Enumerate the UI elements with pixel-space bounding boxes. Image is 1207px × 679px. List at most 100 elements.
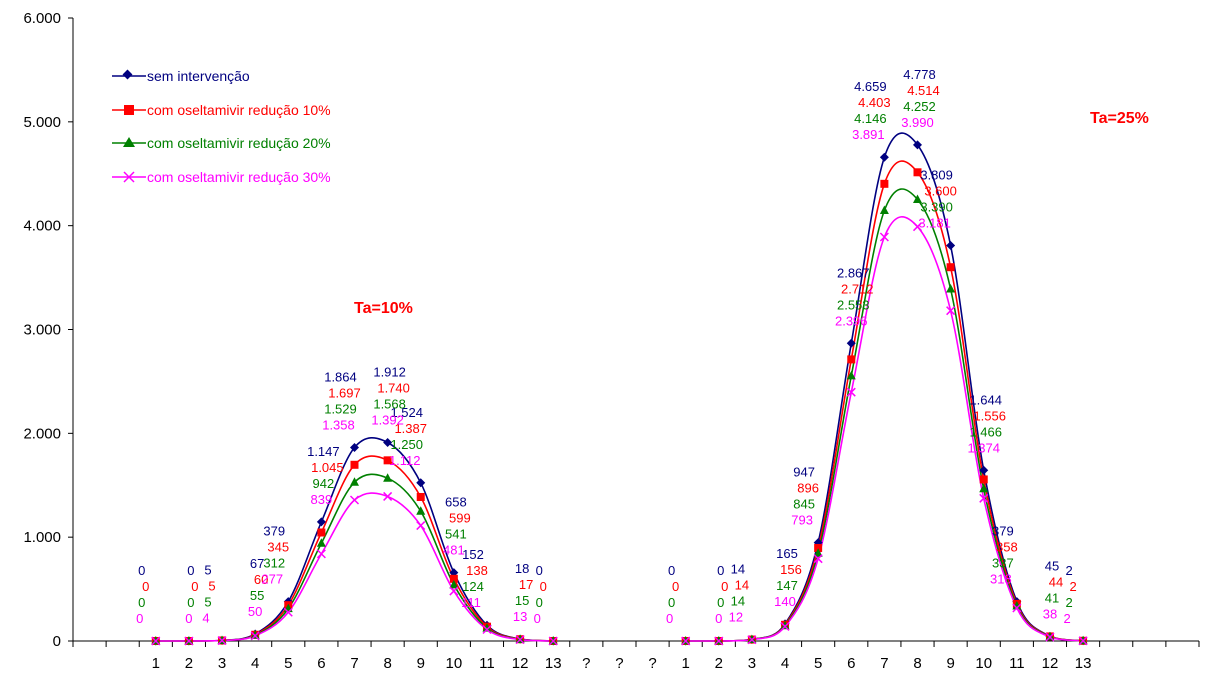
data-label: 60 [254, 572, 268, 587]
data-label: 4.514 [907, 83, 940, 98]
data-label: 147 [776, 578, 798, 593]
data-point [979, 493, 989, 503]
data-label: 5 [204, 594, 211, 609]
data-point [912, 222, 923, 232]
data-label: 2 [1065, 563, 1072, 578]
data-label: 5 [204, 562, 211, 577]
data-point [383, 437, 393, 447]
data-label: 2 [1063, 611, 1070, 626]
data-label: 481 [443, 543, 465, 558]
data-point [184, 636, 194, 646]
data-label: 4.778 [903, 67, 936, 82]
data-label: 4.659 [854, 79, 887, 94]
data-label: 152 [462, 547, 484, 562]
data-label: 337 [992, 556, 1014, 571]
x-tick-label: 6 [847, 655, 855, 672]
data-label: 3.809 [920, 167, 953, 182]
data-point [847, 355, 856, 364]
data-label: 1.250 [390, 437, 423, 452]
data-label: 138 [466, 563, 488, 578]
legend-label: sem intervenção [147, 68, 250, 84]
data-label: 2.396 [835, 313, 868, 328]
legend: sem intervenção com oseltamivir redução … [112, 68, 331, 185]
data-label: 50 [248, 604, 262, 619]
data-label: 38 [1043, 606, 1057, 621]
x-tick-label: 3 [218, 655, 226, 672]
data-label: 0 [187, 595, 194, 610]
data-point [317, 528, 326, 537]
data-point [813, 554, 823, 564]
data-point [250, 630, 260, 639]
legend-label: com oseltamivir redução 10% [147, 102, 331, 118]
x-tick-label: 1 [682, 655, 690, 672]
data-point [383, 456, 392, 465]
data-point [482, 624, 492, 635]
data-label: 277 [261, 572, 283, 587]
x-tick-label: 5 [284, 655, 292, 672]
data-label: 140 [774, 594, 796, 609]
data-label: 0 [536, 595, 543, 610]
x-marker-icon [123, 171, 135, 183]
data-label: 1.697 [328, 385, 361, 400]
data-point [946, 263, 955, 272]
data-label: 0 [138, 563, 145, 578]
data-point [714, 636, 724, 646]
data-point [979, 465, 989, 475]
x-tick-label: 4 [781, 655, 789, 672]
data-label: 2.867 [837, 265, 870, 280]
data-label: 13 [513, 609, 527, 624]
x-tick-label: 7 [350, 655, 358, 672]
x-tick-label: 13 [545, 655, 562, 672]
data-label: 0 [672, 579, 679, 594]
square-marker-icon [124, 105, 134, 115]
diamond-marker-icon [122, 69, 133, 80]
data-point [416, 492, 425, 501]
x-tick-label: 8 [383, 655, 391, 672]
x-tick-label: 10 [446, 655, 463, 672]
data-label: 1.568 [373, 396, 406, 411]
data-label: 14 [731, 562, 745, 577]
data-label: 4.146 [854, 111, 887, 126]
data-label: 3.600 [924, 183, 957, 198]
data-label: 44 [1049, 574, 1063, 589]
x-tick-label: ? [582, 655, 590, 672]
data-label: 1.358 [322, 417, 355, 432]
x-tick-label: 10 [975, 655, 992, 672]
data-label: 1.529 [324, 401, 357, 416]
data-label: 124 [462, 579, 484, 594]
data-label: 156 [780, 562, 802, 577]
data-point [979, 483, 989, 493]
data-label: 947 [793, 465, 815, 480]
data-point [316, 517, 326, 527]
data-point [813, 548, 823, 557]
y-tick-label: 2.000 [23, 425, 61, 442]
data-label: 942 [313, 476, 335, 491]
legend-item-reducao-20: com oseltamivir redução 20% [112, 135, 331, 151]
y-tick-label: 4.000 [23, 218, 61, 235]
x-tick-label: 9 [946, 655, 954, 672]
data-point [879, 205, 889, 215]
data-point [350, 460, 359, 469]
x-tick-label: 2 [185, 655, 193, 672]
data-label: 0 [534, 611, 541, 626]
data-label: 0 [185, 611, 192, 626]
x-tick-label: 12 [512, 655, 529, 672]
data-label: 0 [136, 611, 143, 626]
x-tick-label: 3 [748, 655, 756, 672]
data-label: 658 [445, 495, 467, 510]
data-point [879, 232, 889, 242]
data-label: 896 [797, 481, 819, 496]
data-label: 2.553 [837, 297, 870, 312]
data-point [217, 636, 227, 646]
data-label: 0 [717, 563, 724, 578]
data-label: 165 [776, 546, 798, 561]
data-point [1045, 631, 1055, 641]
data-label: 0 [668, 563, 675, 578]
data-label: 0 [666, 611, 673, 626]
x-tick-label: ? [648, 655, 656, 672]
x-tick-label: ? [615, 655, 623, 672]
data-point [681, 636, 691, 646]
x-tick-label: 13 [1075, 655, 1092, 672]
